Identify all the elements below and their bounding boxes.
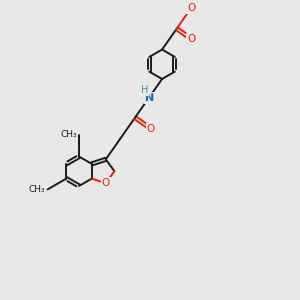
Text: N: N — [145, 93, 154, 103]
Text: O: O — [187, 34, 195, 44]
Text: CH₃: CH₃ — [60, 130, 77, 140]
Text: O: O — [147, 124, 155, 134]
Text: CH₃: CH₃ — [28, 185, 45, 194]
Text: O: O — [102, 178, 110, 188]
Text: H: H — [141, 85, 148, 95]
Text: O: O — [187, 3, 195, 13]
